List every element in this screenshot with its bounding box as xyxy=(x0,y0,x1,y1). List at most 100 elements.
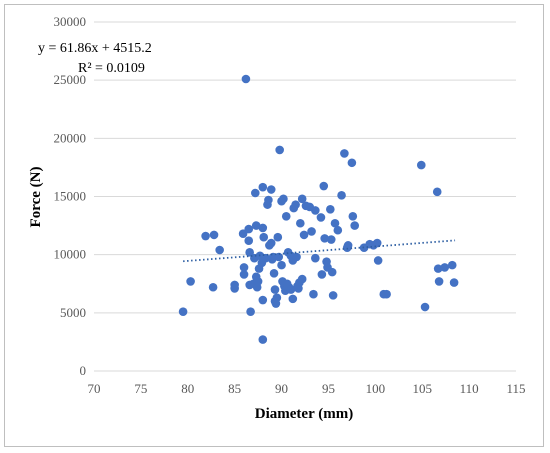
x-tick-label: 80 xyxy=(181,381,194,396)
data-point xyxy=(420,302,430,312)
data-point xyxy=(307,227,316,236)
y-tick-label: 25000 xyxy=(54,72,87,87)
data-point xyxy=(343,241,353,250)
y-tick-label: 0 xyxy=(80,363,87,378)
data-point xyxy=(292,252,301,262)
data-point xyxy=(215,245,224,255)
data-point xyxy=(350,221,360,230)
x-tick-label: 70 xyxy=(88,381,101,396)
data-point xyxy=(275,145,284,155)
data-point xyxy=(274,252,284,262)
data-point xyxy=(328,291,338,300)
data-point xyxy=(382,289,391,299)
data-point xyxy=(309,289,318,299)
data-point xyxy=(277,260,286,270)
data-point xyxy=(266,185,276,194)
gridlines xyxy=(94,21,516,314)
data-point xyxy=(297,194,307,204)
data-point xyxy=(209,230,219,240)
chart-frame xyxy=(4,4,544,447)
data-point xyxy=(253,277,263,286)
data-point xyxy=(281,211,291,221)
data-point xyxy=(433,264,443,273)
data-point xyxy=(326,204,335,214)
data-point xyxy=(317,270,327,279)
y-tick-label: 5000 xyxy=(60,305,86,320)
data-point xyxy=(245,248,254,257)
data-point xyxy=(327,267,337,277)
data-point xyxy=(288,294,298,304)
x-tick-label: 85 xyxy=(228,381,241,396)
data-point xyxy=(239,263,249,272)
data-point xyxy=(372,238,382,248)
data-point xyxy=(447,260,457,270)
x-tick-label: 90 xyxy=(275,381,288,396)
data-point xyxy=(373,256,383,265)
data-point xyxy=(316,213,326,222)
data-point xyxy=(311,206,320,215)
data-point xyxy=(279,194,288,204)
data-point xyxy=(230,280,239,290)
data-point xyxy=(250,188,260,198)
data-point xyxy=(432,187,442,197)
x-tick-label: 110 xyxy=(460,381,479,396)
data-point xyxy=(258,335,268,344)
data-point xyxy=(244,236,254,246)
data-point xyxy=(286,285,296,294)
x-tick-label: 100 xyxy=(366,381,386,396)
data-point xyxy=(266,238,276,248)
data-point xyxy=(258,223,268,233)
y-tick-label: 20000 xyxy=(54,130,87,145)
data-point xyxy=(340,149,349,158)
data-point xyxy=(178,307,188,316)
trendline xyxy=(183,239,456,263)
data-point xyxy=(241,74,251,84)
data-point xyxy=(201,231,210,241)
data-point xyxy=(320,234,329,243)
data-point xyxy=(348,211,358,221)
x-tick-labels: 70 75 80 85 90 95 100 105 110 115 xyxy=(88,381,526,396)
y-tick-label: 15000 xyxy=(54,189,87,204)
data-point xyxy=(299,230,309,240)
data-point xyxy=(259,232,269,242)
x-tick-label: 95 xyxy=(322,381,335,396)
data-point xyxy=(261,253,270,263)
data-point xyxy=(244,224,254,234)
x-tick-label: 105 xyxy=(412,381,432,396)
data-point xyxy=(239,270,249,279)
data-point xyxy=(297,274,307,284)
data-point xyxy=(291,200,300,209)
y-axis-title: Force (N) xyxy=(28,167,44,228)
data-point xyxy=(416,160,426,170)
data-point xyxy=(333,225,343,235)
data-point xyxy=(186,277,195,286)
data-point xyxy=(258,295,268,305)
data-point xyxy=(264,195,273,205)
data-points xyxy=(178,74,459,344)
data-point xyxy=(208,282,218,292)
data-point xyxy=(330,218,340,228)
y-tick-labels: 0 5000 10000 15000 20000 25000 30000 xyxy=(54,14,87,378)
data-point xyxy=(258,182,268,192)
data-point xyxy=(296,218,305,228)
data-point xyxy=(272,293,282,303)
trendline-equation: y = 61.86x + 4515.2 xyxy=(38,41,152,56)
data-point xyxy=(440,263,450,272)
y-tick-label: 30000 xyxy=(54,14,87,29)
data-point xyxy=(270,285,280,294)
x-tick-label: 75 xyxy=(134,381,147,396)
data-point xyxy=(311,253,320,263)
data-point xyxy=(326,235,336,244)
data-point xyxy=(273,232,283,242)
data-point xyxy=(347,158,357,168)
y-tick-label: 10000 xyxy=(54,247,87,262)
data-point xyxy=(449,278,459,287)
data-point xyxy=(269,268,279,278)
data-point xyxy=(319,181,329,191)
data-point xyxy=(246,307,255,316)
data-point xyxy=(434,277,444,286)
data-point xyxy=(337,191,346,200)
x-axis-title: Diameter (mm) xyxy=(255,406,353,422)
data-point xyxy=(251,221,261,230)
